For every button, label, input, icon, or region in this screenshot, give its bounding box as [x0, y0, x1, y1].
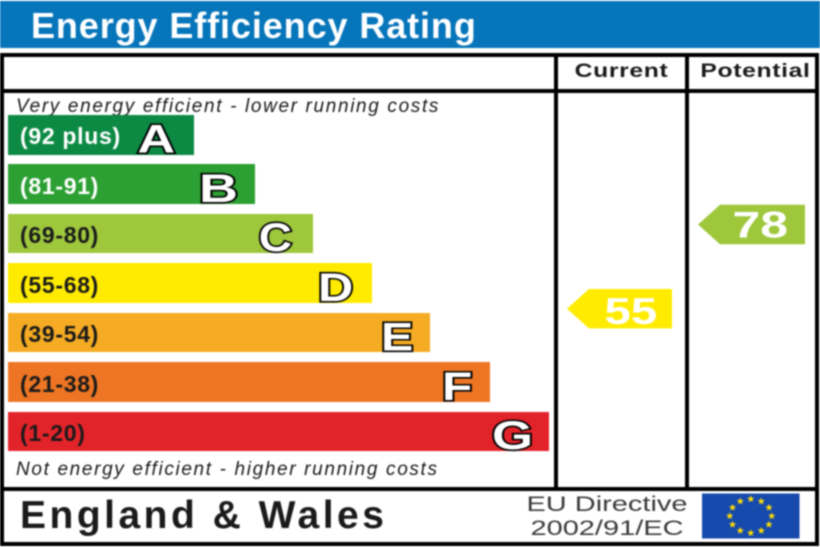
- svg-text:G: G: [492, 413, 533, 457]
- svg-text:C: C: [259, 216, 292, 261]
- svg-text:55: 55: [605, 292, 658, 333]
- svg-text:B: B: [199, 166, 238, 211]
- svg-text:E: E: [381, 315, 413, 359]
- svg-text:A: A: [138, 116, 176, 161]
- svg-text:D: D: [318, 266, 353, 310]
- svg-text:78: 78: [733, 205, 789, 246]
- svg-text:F: F: [442, 363, 472, 408]
